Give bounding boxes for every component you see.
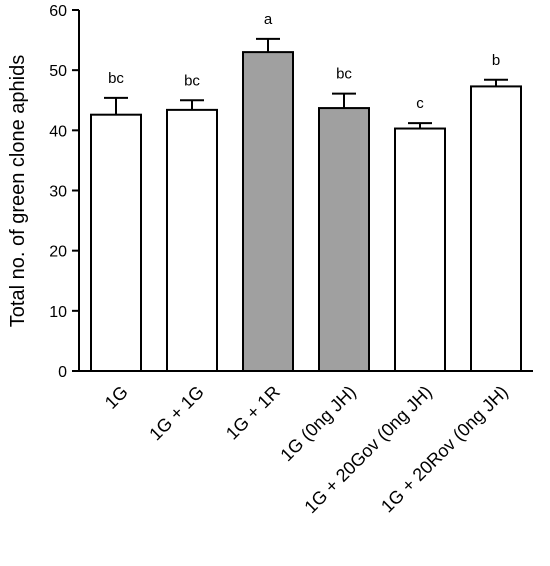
bars (90, 51, 522, 373)
y-tick-label: 0 (58, 364, 67, 381)
y-tick-label: 30 (49, 184, 67, 201)
bar (90, 113, 142, 372)
significance-label: bc (184, 72, 200, 89)
x-tick-label: 1G + 1G (145, 382, 208, 445)
y-tick-label: 20 (49, 244, 67, 261)
y-axis-title: Total no. of green clone aphids (7, 55, 29, 327)
significance-label: bc (336, 66, 352, 83)
significance-labels: bc bc a bc c b (108, 11, 500, 112)
bar (166, 108, 218, 372)
significance-label: c (416, 95, 424, 112)
x-tick-label: 1G + 1R (222, 382, 284, 444)
x-tick-label: 1G + 20Rov (0ng JH) (377, 382, 512, 517)
significance-label: a (264, 11, 273, 28)
y-axis: 0 10 20 30 40 50 60 (49, 3, 80, 381)
y-tick-label: 60 (49, 3, 67, 20)
error-bars (104, 37, 508, 129)
x-tick-label: 1G (0ng JH) (276, 382, 359, 465)
y-tick-label: 40 (49, 123, 67, 140)
x-tick-label: 1G + 20Gov (0ng JH) (300, 382, 435, 517)
significance-label: bc (108, 70, 124, 87)
y-tick-label: 10 (49, 304, 67, 321)
x-tick-label: 1G (101, 382, 132, 413)
y-tick-label: 50 (49, 63, 67, 80)
bar (318, 107, 370, 373)
bar (394, 127, 446, 372)
significance-label: b (492, 52, 500, 69)
bar (242, 51, 294, 372)
bar (470, 85, 522, 373)
